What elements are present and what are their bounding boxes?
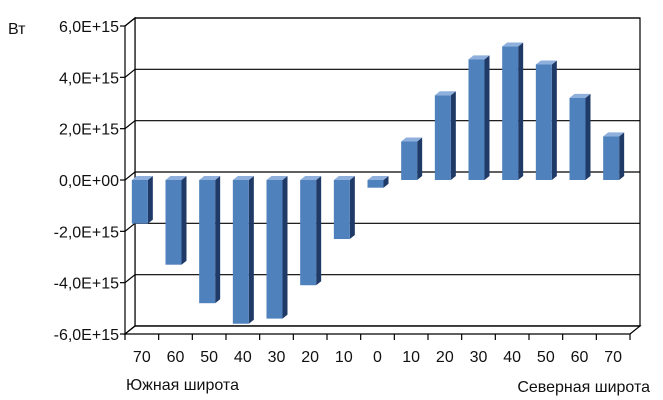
bar-side <box>551 60 557 180</box>
gridline-side <box>124 171 136 181</box>
bar-top <box>535 60 557 65</box>
floor-wall <box>123 325 642 335</box>
bar-side <box>215 176 221 304</box>
y-tick-label: 2,0E+15 <box>59 122 119 139</box>
bar-side <box>450 91 456 180</box>
y-tick-label: 0,0E+00 <box>59 173 119 190</box>
bar-side <box>417 137 423 180</box>
x-tick-label: 30 <box>268 349 286 366</box>
bar-top <box>232 176 254 180</box>
bar <box>199 176 221 304</box>
gridline-side <box>124 325 136 335</box>
bar-top <box>434 91 456 96</box>
bar <box>232 176 254 324</box>
y-tick-label: 4,0E+15 <box>59 70 119 87</box>
bar <box>468 55 490 180</box>
gridline-side <box>124 68 136 78</box>
bar <box>333 176 355 240</box>
bar-front <box>333 180 350 240</box>
bar-front <box>502 46 519 181</box>
bar-front <box>300 180 317 286</box>
bar-side <box>484 55 490 180</box>
x-tick-label: 40 <box>503 349 521 366</box>
bar <box>434 91 456 180</box>
y-axis-unit-label: Вт <box>8 21 26 38</box>
bar <box>603 132 625 180</box>
bar-front <box>367 180 384 188</box>
bar-front <box>232 180 249 324</box>
bar-front <box>131 180 148 224</box>
x-tick-label: 30 <box>470 349 488 366</box>
gridline-side <box>124 17 136 27</box>
bar-top <box>165 176 187 180</box>
bar-side <box>181 176 187 265</box>
bar-front <box>199 180 216 304</box>
bar-top <box>333 176 355 180</box>
bar-front <box>569 97 586 180</box>
bar-top <box>266 176 288 180</box>
bar-front <box>401 141 418 180</box>
bar-front <box>434 95 451 180</box>
x-tick-label: 50 <box>537 349 555 366</box>
bar-front <box>165 180 182 265</box>
x-tick-label: 70 <box>133 349 151 366</box>
bar-side <box>147 176 153 224</box>
bar-series <box>131 42 625 324</box>
bar <box>266 176 288 319</box>
bar-top <box>468 55 490 60</box>
bar <box>535 60 557 180</box>
y-tick-label: -6,0E+15 <box>54 327 119 344</box>
gridline-side <box>124 274 136 284</box>
y-tick-labels: 6,0E+15 4,0E+15 2,0E+15 0,0E+00 -2,0E+15 -4,0… <box>54 19 125 344</box>
gridline-side <box>124 120 136 130</box>
bar-side <box>349 176 355 240</box>
bar-front <box>266 180 283 319</box>
x-tick-label: 40 <box>234 349 252 366</box>
x-tick-label: 50 <box>200 349 218 366</box>
bar-side <box>619 132 625 180</box>
bar-top <box>367 176 389 180</box>
bar-front <box>603 136 620 180</box>
bar-front <box>468 59 485 180</box>
x-axis-label-north: Северная широта <box>517 379 650 396</box>
x-tick-label: 20 <box>436 349 454 366</box>
bar-front <box>535 64 552 180</box>
x-tick-label: 10 <box>335 349 353 366</box>
y-tick-label: -4,0E+15 <box>54 276 119 293</box>
x-tick-label: 0 <box>373 349 382 366</box>
bar-side <box>248 176 254 324</box>
bar-side <box>282 176 288 319</box>
bar <box>401 137 423 180</box>
y-tick-label: -2,0E+15 <box>54 224 119 241</box>
bar <box>502 42 524 181</box>
bar-top <box>502 42 524 47</box>
bar <box>367 176 389 188</box>
bar-side <box>383 176 389 188</box>
bar-top <box>300 176 322 180</box>
bar <box>300 176 322 286</box>
y-tick-label: 6,0E+15 <box>59 19 119 36</box>
bar-top <box>603 132 625 137</box>
bar-top <box>199 176 221 180</box>
bar-top <box>401 137 423 142</box>
x-tick-label: 60 <box>571 349 589 366</box>
bar-side <box>518 42 524 181</box>
bar <box>569 93 591 180</box>
bar-top <box>569 93 591 98</box>
x-tick-label: 10 <box>402 349 420 366</box>
x-tick-label: 20 <box>301 349 319 366</box>
x-tick-label: 70 <box>604 349 622 366</box>
bar <box>165 176 187 265</box>
gridline-side <box>124 222 136 232</box>
x-axis-label-south: Южная широта <box>126 377 239 394</box>
bar-side <box>585 93 591 180</box>
bar <box>131 176 153 224</box>
bar-top <box>131 176 153 180</box>
bar-side <box>316 176 322 286</box>
x-tick-labels: 70 60 50 40 30 20 10 0 10 20 30 40 50 60 70 <box>124 334 631 366</box>
x-tick-label: 60 <box>167 349 185 366</box>
